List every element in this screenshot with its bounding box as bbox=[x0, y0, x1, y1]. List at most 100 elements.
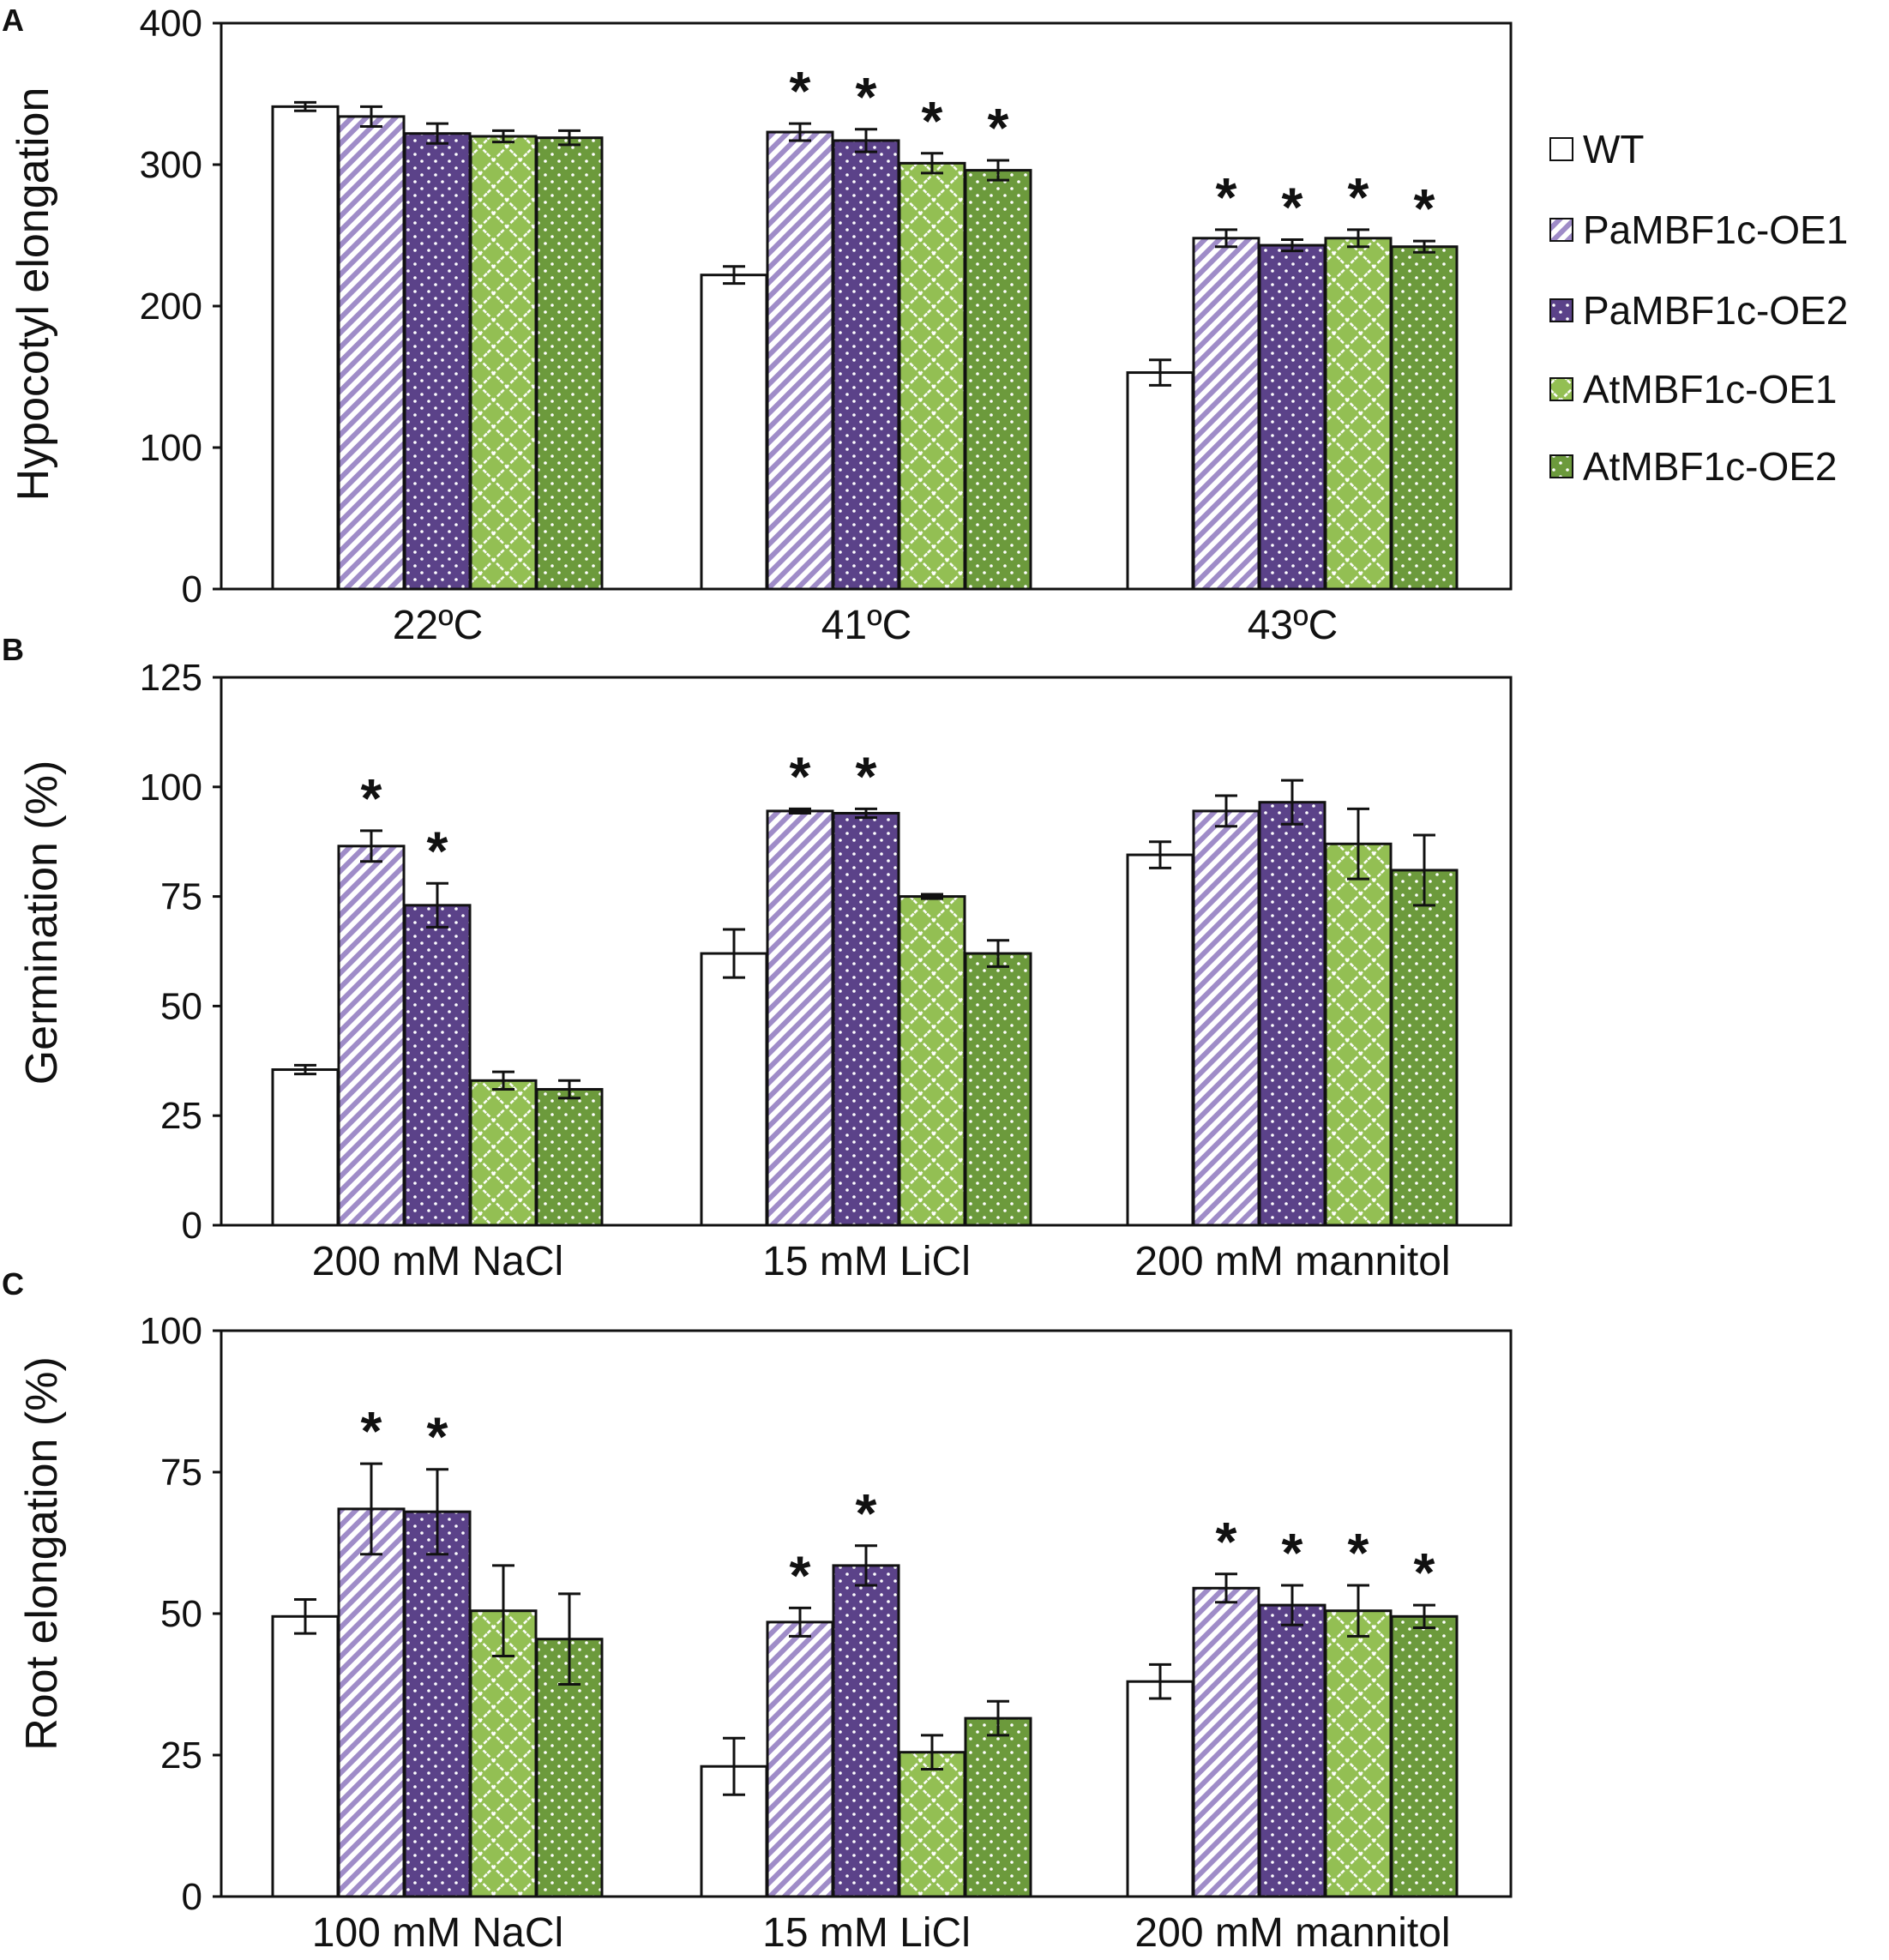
panel-b-ytick-label: 0 bbox=[182, 1205, 202, 1247]
panel-a-category-label: 22ºC bbox=[393, 603, 484, 648]
panel-c-bar-pambf1c-oe1 bbox=[337, 1507, 406, 1898]
panel-b-bar-atmbf1c-oe2 bbox=[1390, 869, 1459, 1227]
panel-b-bar-pambf1c-oe2 bbox=[832, 811, 900, 1227]
panel-b-ytick-label: 50 bbox=[160, 985, 202, 1027]
legend-item-wt: WT bbox=[1549, 127, 1645, 171]
panel-b-significance-star: * bbox=[790, 745, 811, 807]
panel-b-bar-pambf1c-oe1 bbox=[766, 809, 834, 1227]
panel-a-ylabel: Hypocotyl elongation bbox=[9, 87, 58, 502]
panel-a-bar-atmbf1c-oe1 bbox=[1324, 237, 1393, 591]
panel-b-bar-atmbf1c-oe2 bbox=[535, 1088, 604, 1227]
panel-b-bar-wt bbox=[271, 1068, 340, 1227]
panel-c-ytick-label: 50 bbox=[160, 1593, 202, 1635]
panel-b-category-label: 200 mM NaCl bbox=[312, 1239, 563, 1284]
panel-a-bar-atmbf1c-oe2 bbox=[535, 136, 604, 591]
panel-c-bar-atmbf1c-oe2 bbox=[1390, 1614, 1459, 1898]
panel-b-ytick-label: 100 bbox=[140, 767, 202, 809]
panel-letter-c: C bbox=[2, 1266, 24, 1302]
panel-b-ytick-label: 125 bbox=[140, 657, 202, 699]
panel-b-ytick-label: 75 bbox=[160, 876, 202, 918]
panel-a-bar-wt bbox=[700, 274, 768, 591]
panel-b-bar-atmbf1c-oe1 bbox=[469, 1079, 538, 1227]
panel-a-significance-star: * bbox=[988, 97, 1009, 159]
panel-b-bar-atmbf1c-oe2 bbox=[964, 952, 1032, 1227]
panel-a-bar-atmbf1c-oe2 bbox=[964, 169, 1032, 591]
panel-c-significance-star: * bbox=[1282, 1522, 1303, 1584]
panel-c-bar-pambf1c-oe2 bbox=[832, 1564, 900, 1898]
panel-a-significance-star: * bbox=[1216, 166, 1237, 228]
panel-c-significance-star: * bbox=[790, 1544, 811, 1606]
panel-a-bar-pambf1c-oe1 bbox=[766, 130, 834, 591]
panel-c-chart: 0 25 50 75 100 * * 100 mM NaCl * * 15 mM LiCl * * * * 2… bbox=[140, 1310, 1513, 1956]
legend-label-atmbf1c-oe1: AtMBF1c-OE1 bbox=[1583, 367, 1838, 412]
panel-c-ytick-label: 0 bbox=[182, 1876, 202, 1918]
panel-b-significance-star: * bbox=[361, 767, 382, 829]
panel-b-category-label: 200 mM mannitol bbox=[1134, 1239, 1450, 1284]
panel-c-ytick-label: 25 bbox=[160, 1735, 202, 1777]
panel-a-significance-star: * bbox=[922, 90, 943, 152]
legend-label-wt: WT bbox=[1583, 127, 1645, 171]
panel-a-significance-star: * bbox=[1348, 166, 1369, 228]
panel-c-bar-wt bbox=[271, 1614, 340, 1898]
panel-c-category-label: 100 mM NaCl bbox=[312, 1910, 563, 1956]
panel-b-bar-pambf1c-oe1 bbox=[1192, 809, 1260, 1227]
panel-c-category-label: 200 mM mannitol bbox=[1134, 1910, 1450, 1956]
panel-c-bar-atmbf1c-oe1 bbox=[1324, 1609, 1393, 1898]
panel-a-ytick-label: 100 bbox=[140, 427, 202, 469]
panel-a-significance-star: * bbox=[1282, 176, 1303, 237]
panel-a-significance-star: * bbox=[790, 60, 811, 122]
panel-c-ytick-label: 100 bbox=[140, 1310, 202, 1352]
panel-c-ylabel: Root elongation (%) bbox=[17, 1356, 67, 1751]
panel-a-bar-pambf1c-oe2 bbox=[1258, 243, 1327, 591]
panel-a-bar-atmbf1c-oe2 bbox=[1390, 245, 1459, 591]
panel-b-ylabel: Germination (%) bbox=[17, 761, 67, 1085]
panel-b-bar-pambf1c-oe2 bbox=[1258, 801, 1327, 1227]
panel-letter-a: A bbox=[2, 3, 24, 38]
panel-a-category-label: 41ºC bbox=[821, 603, 912, 648]
panel-c-significance-star: * bbox=[361, 1400, 382, 1462]
panel-b-chart: 0 25 50 75 100 125 * * 200 mM NaCl * * 15 mM LiCl 20… bbox=[140, 657, 1513, 1284]
panel-b-bar-pambf1c-oe1 bbox=[337, 845, 406, 1227]
legend-item-pambf1c-oe1: PaMBF1c-OE1 bbox=[1549, 207, 1848, 252]
panel-a-ytick-label: 400 bbox=[140, 3, 202, 45]
panel-a-bar-wt bbox=[271, 105, 340, 591]
legend-swatch-wt bbox=[1549, 137, 1573, 161]
panel-a-bar-pambf1c-oe2 bbox=[832, 139, 900, 591]
panel-c-bar-pambf1c-oe1 bbox=[766, 1620, 834, 1898]
panel-a-ytick-label: 0 bbox=[182, 568, 202, 610]
panel-c-bar-pambf1c-oe2 bbox=[1258, 1603, 1327, 1898]
panel-c-category-label: 15 mM LiCl bbox=[762, 1910, 971, 1956]
panel-a-significance-star: * bbox=[856, 66, 877, 128]
panel-a-chart: 0 100 200 300 400 22ºC * * * * 41ºC * * * * 43ºC bbox=[140, 3, 1513, 648]
panel-c-significance-star: * bbox=[1414, 1542, 1435, 1603]
legend-item-pambf1c-oe2: PaMBF1c-OE2 bbox=[1549, 288, 1848, 333]
legend-item-atmbf1c-oe1: AtMBF1c-OE1 bbox=[1549, 367, 1838, 412]
panel-c-bar-atmbf1c-oe2 bbox=[964, 1717, 1032, 1898]
panel-b-significance-star: * bbox=[856, 745, 877, 807]
panel-c-significance-star: * bbox=[1216, 1511, 1237, 1572]
panel-a-ytick-label: 300 bbox=[140, 144, 202, 186]
legend-swatch-atmbf1c-oe2 bbox=[1549, 454, 1573, 478]
legend: WT PaMBF1c-OE1 PaMBF1c-OE2 AtMBF1c-OE1 A… bbox=[1549, 127, 1848, 489]
panel-b-bar-wt bbox=[1126, 853, 1194, 1227]
panel-a-ytick-label: 200 bbox=[140, 286, 202, 328]
panel-c-significance-star: * bbox=[856, 1482, 877, 1544]
panel-b-bar-atmbf1c-oe1 bbox=[898, 895, 966, 1227]
panel-c-bar-pambf1c-oe1 bbox=[1192, 1586, 1260, 1898]
panel-b-bar-wt bbox=[700, 952, 768, 1227]
panel-a-category-label: 43ºC bbox=[1248, 603, 1339, 648]
panel-a-bar-pambf1c-oe1 bbox=[1192, 237, 1260, 591]
legend-label-pambf1c-oe1: PaMBF1c-OE1 bbox=[1583, 207, 1848, 252]
panel-b-bar-atmbf1c-oe1 bbox=[1324, 842, 1393, 1227]
panel-c-ytick-label: 75 bbox=[160, 1452, 202, 1494]
panel-b-bar-pambf1c-oe2 bbox=[403, 904, 472, 1227]
panel-c-significance-star: * bbox=[1348, 1522, 1369, 1584]
panel-a-bar-pambf1c-oe1 bbox=[337, 115, 406, 591]
panel-a-bar-wt bbox=[1126, 371, 1194, 591]
legend-swatch-pambf1c-oe1 bbox=[1549, 218, 1573, 242]
panel-a-significance-star: * bbox=[1414, 177, 1435, 239]
panel-a-bar-pambf1c-oe2 bbox=[403, 132, 472, 591]
panel-a-bar-atmbf1c-oe1 bbox=[469, 135, 538, 591]
panel-letter-b: B bbox=[2, 632, 24, 667]
